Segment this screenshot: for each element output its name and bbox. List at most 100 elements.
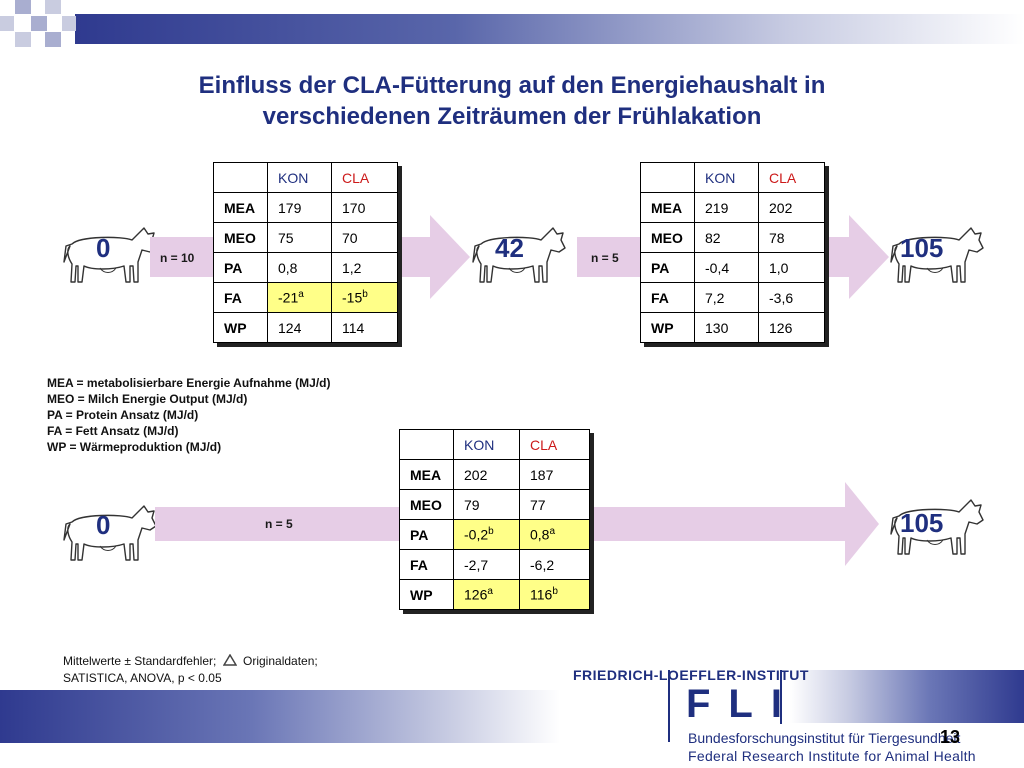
table-row: MEA 179 170 [213,192,398,223]
cla-value: -15b [331,282,398,313]
legend-item: FA = Fett Ansatz (MJ/d) [47,424,179,438]
kon-value: 126a [453,579,520,610]
arrow-head [430,215,470,299]
table-header-cla: CLA [519,429,590,460]
legend-item: PA = Protein Ansatz (MJ/d) [47,408,199,422]
table-row: WP 126a 116b [399,579,590,610]
significance-letter: a [487,586,493,598]
cla-value: 170 [331,192,398,223]
slide-title-line1: Einfluss der CLA-Fütterung auf den Energ… [198,72,826,99]
kon-value-text: -0,4 [705,259,730,276]
kon-value: 75 [267,222,332,253]
kon-value: 124 [267,312,332,343]
table-row: PA -0,2b 0,8a [399,519,590,550]
cla-value-text: 116 [530,586,553,603]
row-label: MEA [640,192,695,223]
kon-value-text: -21 [278,289,299,306]
kon-value: 130 [694,312,759,343]
row-label: FA [213,282,268,313]
cla-value-text: -3,6 [769,289,794,306]
kon-value: 0,8 [267,252,332,283]
kon-value: -21a [267,282,332,313]
table-row: WP 130 126 [640,312,825,343]
kon-value-text: 130 [705,319,729,336]
cla-value-text: 1,2 [342,259,362,276]
kon-value: 219 [694,192,759,223]
period-start-label: 0 [96,510,111,540]
kon-value: -0,4 [694,252,759,283]
triangle-icon [222,653,237,666]
table-header-empty [640,162,695,193]
cla-value-text: 114 [342,319,365,336]
kon-value-text: 219 [705,199,729,216]
significance-letter: a [298,289,304,301]
slide-title-line2: verschiedenen Zeiträumen der Frühlakatio… [262,103,762,130]
note-original-text: Originaldaten; [243,654,318,668]
kon-value: 7,2 [694,282,759,313]
institute-name: FRIEDRICH-LOEFFLER-INSTITUT [573,667,809,683]
cla-value: -6,2 [519,549,590,580]
row-label: PA [213,252,268,283]
arrow-head [845,482,879,566]
cla-value-text: -15 [342,289,363,306]
kon-value: -2,7 [453,549,520,580]
table-header-cla: CLA [758,162,825,193]
institute-subtitle-de: Bundesforschungsinstitut für Tiergesundh… [688,730,961,746]
table-row: FA 7,2 -3,6 [640,282,825,313]
table-header-kon: KON [694,162,759,193]
kon-value: 79 [453,489,520,520]
row-label: MEO [640,222,695,253]
cla-value: 114 [331,312,398,343]
kon-value: -0,2b [453,519,520,550]
fli-logo: FLI [686,682,800,726]
note-stats-text: SATISTICA, ANOVA, p < 0.05 [63,671,222,685]
kon-value: 202 [453,459,520,490]
kon-value-text: 124 [278,319,302,336]
row-label: PA [399,519,454,550]
kon-value-text: 0,8 [278,259,298,276]
row-label: MEO [399,489,454,520]
slide-title: Einfluss der CLA-Fütterung auf den Energ… [0,70,1024,132]
cla-value-text: 77 [530,496,546,513]
cla-value: 187 [519,459,590,490]
statistics-note: Mittelwerte ± Standardfehler; Originalda… [63,653,318,687]
cla-value-text: 187 [530,466,554,483]
cla-value: 202 [758,192,825,223]
header-band [75,14,1024,44]
legend-item: MEO = Milch Energie Output (MJ/d) [47,392,248,406]
logo-divider [780,670,782,724]
kon-value: 179 [267,192,332,223]
table-row: PA -0,4 1,0 [640,252,825,283]
page-number: 13 [940,727,961,747]
cla-value: 70 [331,222,398,253]
significance-letter: b [552,586,558,598]
kon-value-text: -2,7 [464,556,489,573]
table-row: PA 0,8 1,2 [213,252,398,283]
arrow-head [849,215,889,299]
kon-value-text: 179 [278,199,302,216]
table-header-kon: KON [267,162,332,193]
cla-value: -3,6 [758,282,825,313]
data-table-days-42-105: KON CLA MEA 219 202 MEO 82 78 PA -0,4 1,0 FA 7,2 -3,… [640,162,825,343]
table-row: MEA 202 187 [399,459,590,490]
cla-value: 77 [519,489,590,520]
cla-value-text: 78 [769,229,785,246]
significance-letter: a [549,526,556,538]
logo-divider [668,670,670,742]
data-table-days-0-105: KON CLA MEA 202 187 MEO 79 77 PA -0,2b 0,8a FA -2,7… [399,429,590,610]
abbreviation-legend: MEA = metabolisierbare Energie Aufnahme … [47,375,331,455]
kon-value-text: -0,2 [464,526,489,543]
cla-value: 1,2 [331,252,398,283]
kon-value: 82 [694,222,759,253]
row-label: MEA [213,192,268,223]
kon-value-text: 79 [464,496,480,513]
row-label: MEA [399,459,454,490]
kon-value-text: 126 [464,586,488,603]
legend-item: MEA = metabolisierbare Energie Aufnahme … [47,376,331,390]
period-end-label: 105 [900,233,944,263]
period-mid-label: 42 [495,233,524,263]
cla-value: 78 [758,222,825,253]
cla-value: 126 [758,312,825,343]
cla-value-text: -6,2 [530,556,555,573]
data-table-days-0-42: KON CLA MEA 179 170 MEO 75 70 PA 0,8 1,2 FA -21a -15… [213,162,398,343]
